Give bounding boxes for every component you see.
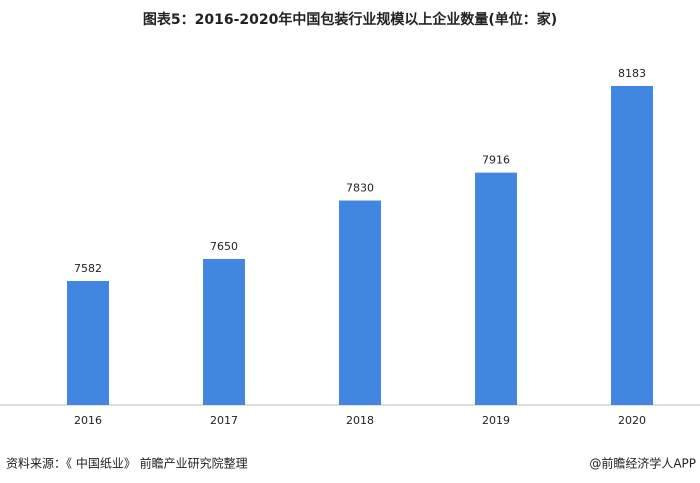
x-tick-label: 2020 [618, 414, 646, 427]
x-tick-label: 2017 [210, 414, 238, 427]
bar [611, 85, 653, 406]
value-label: 7582 [74, 262, 102, 275]
bar [203, 258, 245, 405]
x-tick-label: 2016 [74, 414, 102, 427]
value-label: 7650 [210, 240, 238, 253]
source-note: 资料来源：《 中国纸业》 前瞻产业研究院整理 [6, 456, 248, 471]
x-tick-label: 2019 [482, 414, 510, 427]
bar [339, 200, 381, 405]
value-label: 8183 [618, 67, 646, 80]
credit: @前瞻经济学人APP [589, 456, 696, 471]
chart-title: 图表5：2016-2020年中国包装行业规模以上企业数量(单位：家) [143, 11, 557, 28]
x-tick-label: 2018 [346, 414, 374, 427]
value-label: 7830 [346, 182, 374, 195]
bar [475, 172, 517, 405]
bar [67, 281, 109, 405]
value-label: 7916 [482, 154, 510, 167]
